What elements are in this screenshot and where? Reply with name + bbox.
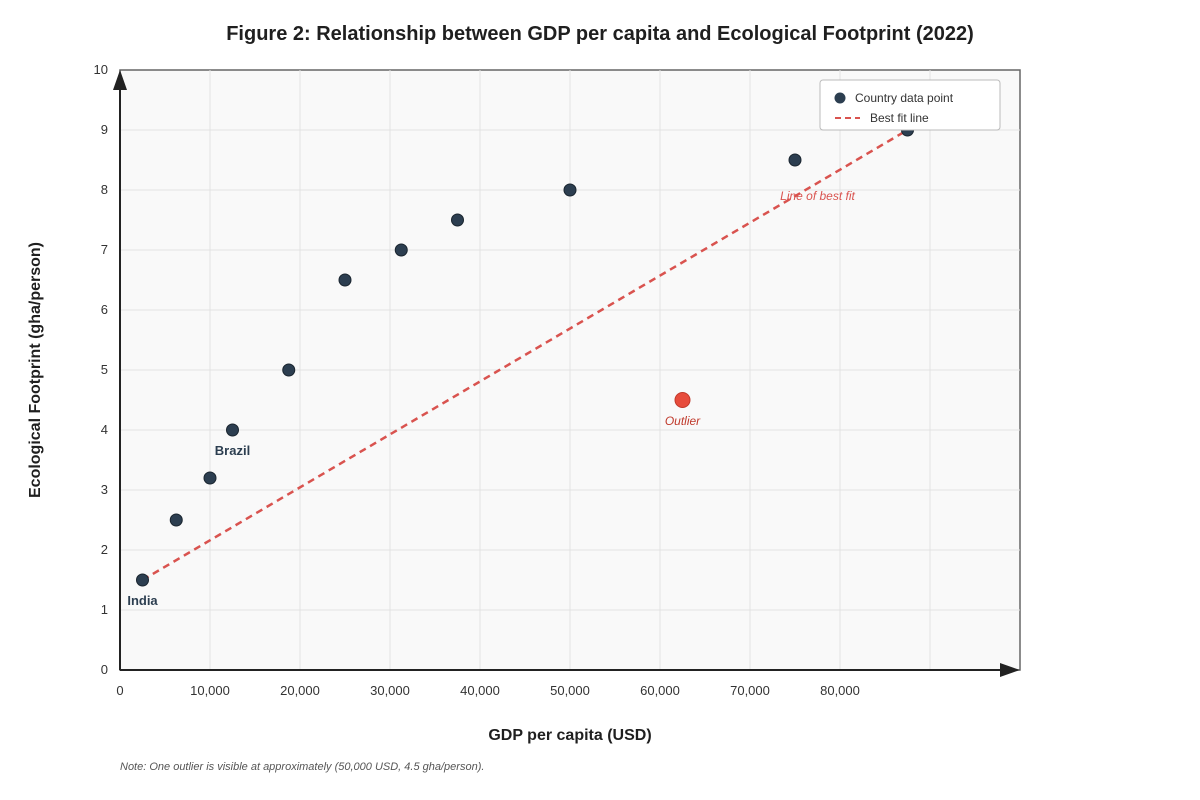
y-tick-label: 8 [101,182,108,197]
legend-box [819,79,1001,131]
y-tick-label: 10 [94,62,108,77]
y-tick-labels: 0 1 2 3 4 5 6 7 8 9 10 [94,62,108,677]
chart-title: Figure 2: Relationship between GDP per c… [226,23,974,45]
legend-line-label: Best fit line [870,111,929,125]
legend-points-label: Country data point [855,91,954,105]
best-fit-line [141,128,909,582]
x-tick-labels: 0 10,000 20,000 30,000 40,000 50,000 60,000 70,… [116,683,860,698]
data-point [226,423,239,437]
y-tick-label: 0 [101,662,108,677]
x-tick-label: 50,000 [550,683,590,698]
y-tick-label: 3 [101,482,108,497]
y-tick-label: 7 [101,242,108,257]
y-axis-title: Ecological Footprint (gha/person) [27,242,44,498]
data-point [169,513,183,527]
y-tick-label: 1 [101,602,108,617]
x-tick-label: 60,000 [640,683,680,698]
data-point [203,471,217,485]
point-label: India [127,593,158,608]
outlier-annotation: Outlier [665,414,701,428]
x-axis-title: GDP per capita (USD) [488,727,651,744]
y-tick-label: 4 [101,422,108,437]
data-point [136,573,149,587]
x-tick-label: 10,000 [190,683,230,698]
point-labels: India Brazil Outlier Line of best fit [127,189,855,608]
data-point [282,363,296,377]
x-axis-arrow [1000,663,1020,677]
x-tick-label: 0 [116,683,123,698]
legend: Country data point Best fit line [819,79,1001,131]
x-tick-label: 70,000 [730,683,770,698]
x-tick-label: 20,000 [280,683,320,698]
y-tick-label: 5 [101,362,108,377]
best-fit-annotation: Line of best fit [780,189,855,203]
x-tick-label: 30,000 [370,683,410,698]
y-tick-label: 9 [101,122,108,137]
data-point [788,153,802,167]
legend-point-marker [834,92,846,104]
y-tick-label: 2 [101,542,108,557]
best-fit-line-group [141,128,909,582]
data-point [563,183,577,197]
grid-lines [120,70,1020,670]
axes [113,70,1020,677]
outlier-point [674,392,691,408]
y-axis-arrow [113,70,127,90]
x-tick-label: 80,000 [820,683,860,698]
y-tick-label: 6 [101,302,108,317]
data-point [338,273,352,287]
data-point [394,243,408,257]
chart-note: Note: One outlier is visible at approxim… [120,761,484,773]
data-point [451,213,464,227]
x-tick-label: 40,000 [460,683,500,698]
point-label: Brazil [215,443,250,458]
data-points [136,123,914,587]
